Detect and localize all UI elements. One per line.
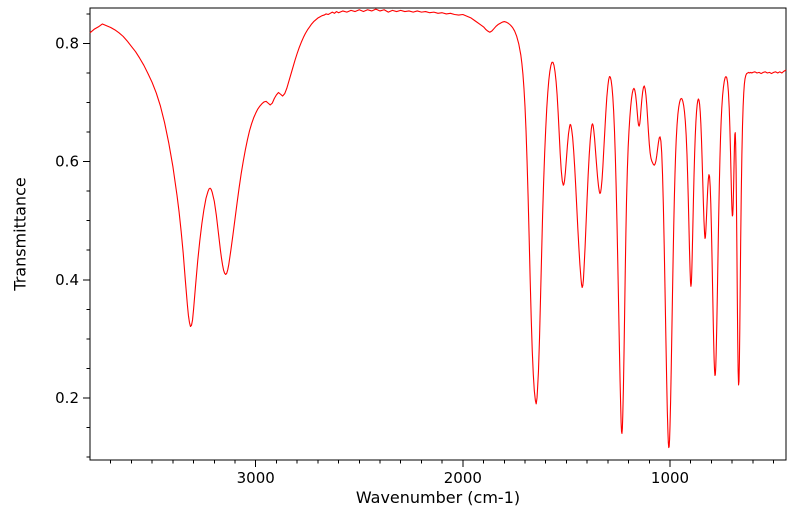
x-tick-label: 3000 xyxy=(237,469,275,487)
plot-frame xyxy=(89,7,787,461)
x-tick-label: 2000 xyxy=(444,469,482,487)
y-axis-label: Transmittance xyxy=(10,177,30,291)
y-tick-label: 0.2 xyxy=(55,389,79,407)
x-axis-label: Wavenumber (cm-1) xyxy=(355,488,521,507)
spectrum-line xyxy=(89,8,787,449)
y-tick-label: 0.4 xyxy=(55,271,79,289)
y-tick-label: 0.6 xyxy=(55,153,79,171)
y-tick-label: 0.8 xyxy=(55,34,79,52)
x-tick-label: 1000 xyxy=(651,469,689,487)
